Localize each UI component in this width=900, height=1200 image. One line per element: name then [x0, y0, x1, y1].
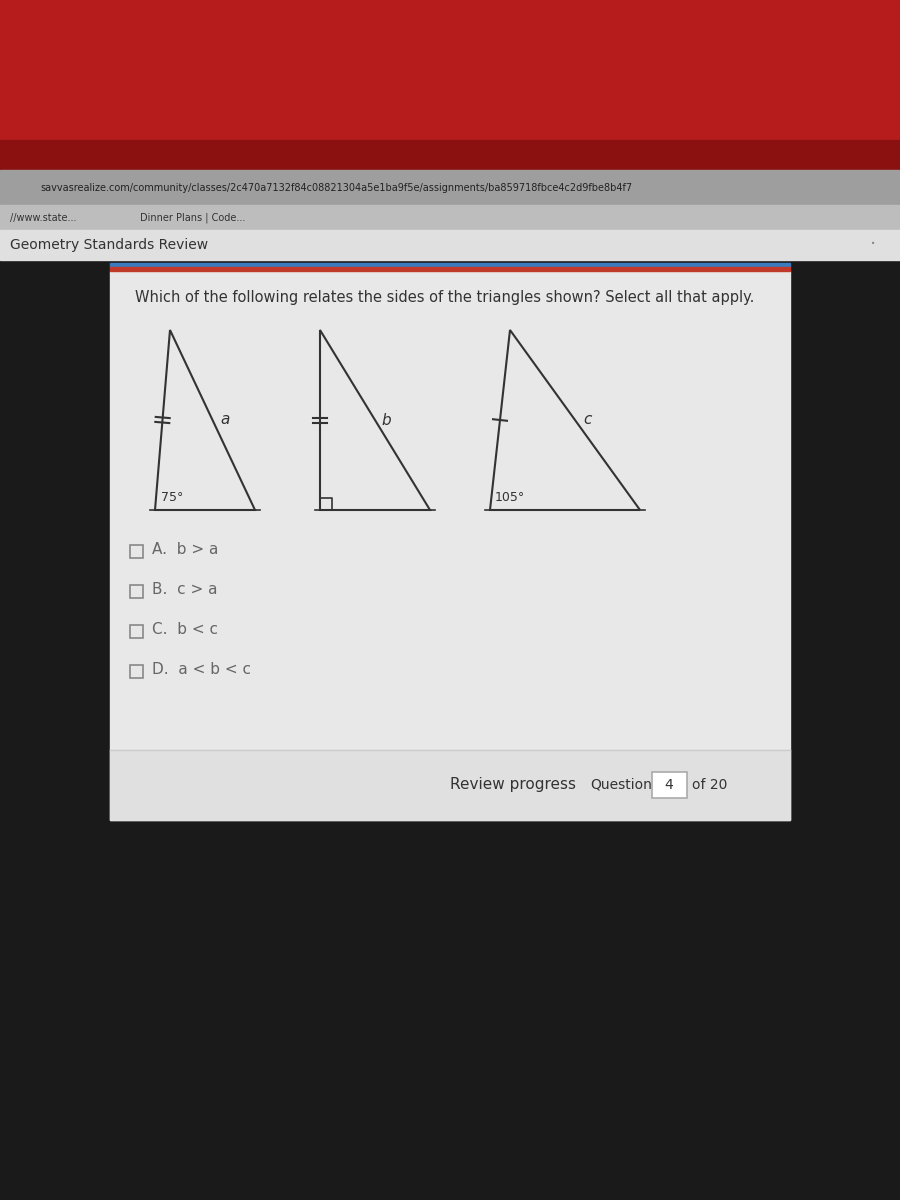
Bar	[110, 750, 790, 820]
Text: D.  a < b < c: D. a < b < c	[152, 662, 251, 678]
Text: 4: 4	[664, 778, 673, 792]
Text: $b$: $b$	[381, 412, 392, 428]
Text: C.  b < c: C. b < c	[152, 623, 218, 637]
Text: Which of the following relates the sides of the triangles shown? Select all that: Which of the following relates the sides…	[135, 290, 754, 305]
Bar	[652, 772, 687, 798]
Text: Geometry Standards Review: Geometry Standards Review	[10, 238, 208, 252]
Text: ·: ·	[870, 235, 877, 254]
Text: 105°: 105°	[495, 491, 526, 504]
Text: 75°: 75°	[161, 491, 184, 504]
Bar	[0, 820, 900, 1200]
Bar	[130, 665, 143, 678]
Bar	[130, 625, 143, 638]
Text: A.  b > a: A. b > a	[152, 542, 219, 558]
Bar	[0, 230, 900, 260]
Bar	[130, 545, 143, 558]
Bar	[110, 266, 790, 271]
Bar	[0, 170, 900, 205]
Text: Review progress: Review progress	[450, 778, 576, 792]
Text: of 20: of 20	[692, 778, 727, 792]
Text: $c$: $c$	[583, 413, 593, 427]
Bar	[0, 0, 900, 140]
Bar	[0, 140, 900, 170]
Text: savvasrealize.com/community/classes/2c470a7132f84c08821304a5e1ba9f5e/assignments: savvasrealize.com/community/classes/2c47…	[40, 182, 632, 193]
Bar	[110, 263, 790, 266]
Bar	[110, 271, 790, 820]
Bar	[130, 584, 143, 598]
Text: B.  c > a: B. c > a	[152, 582, 218, 598]
Text: $a$: $a$	[220, 413, 230, 427]
Text: Dinner Plans | Code...: Dinner Plans | Code...	[140, 212, 246, 223]
Text: Question: Question	[590, 778, 652, 792]
Text: //www.state...: //www.state...	[10, 214, 76, 223]
Bar	[0, 205, 900, 230]
